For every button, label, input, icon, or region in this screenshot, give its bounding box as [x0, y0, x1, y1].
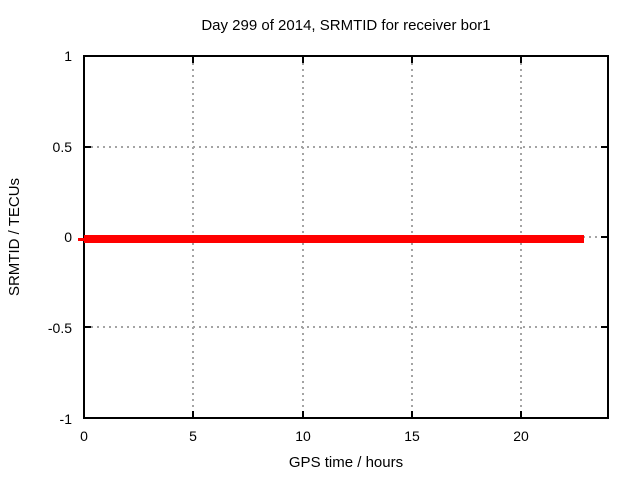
tick-top-10: [302, 57, 304, 63]
tick-right-0: [601, 236, 607, 238]
series-srmtid-left-cap: [78, 238, 84, 241]
y-tick-label-0_5: 0.5: [52, 139, 72, 155]
gridline-y-0_5: [85, 146, 607, 148]
tick-right-neg0_5: [601, 326, 607, 328]
tick-bottom-5: [192, 411, 194, 417]
tick-left-neg0_5: [85, 326, 91, 328]
tick-bottom-15: [411, 411, 413, 417]
chart-title: Day 299 of 2014, SRMTID for receiver bor…: [201, 17, 491, 34]
tick-bottom-20: [520, 411, 522, 417]
x-tick-label-10: 10: [295, 428, 311, 444]
tick-right-0_5: [601, 146, 607, 148]
x-tick-label-20: 20: [513, 428, 529, 444]
series-srmtid-line: [84, 235, 584, 243]
tick-top-20: [520, 57, 522, 63]
x-tick-label-15: 15: [404, 428, 420, 444]
y-tick-label-neg1: -1: [59, 411, 72, 427]
tick-top-5: [192, 57, 194, 63]
x-axis-label: GPS time / hours: [288, 454, 404, 471]
x-tick-label-5: 5: [189, 428, 197, 444]
gridline-y-neg0_5: [85, 326, 607, 328]
y-tick-label-1: 1: [64, 48, 72, 64]
tick-bottom-10: [302, 411, 304, 417]
y-tick-label-neg0_5: -0.5: [47, 320, 72, 336]
x-tick-label-0: 0: [80, 428, 88, 444]
tick-left-0_5: [85, 146, 91, 148]
tick-top-15: [411, 57, 413, 63]
y-tick-label-0: 0: [64, 229, 72, 245]
